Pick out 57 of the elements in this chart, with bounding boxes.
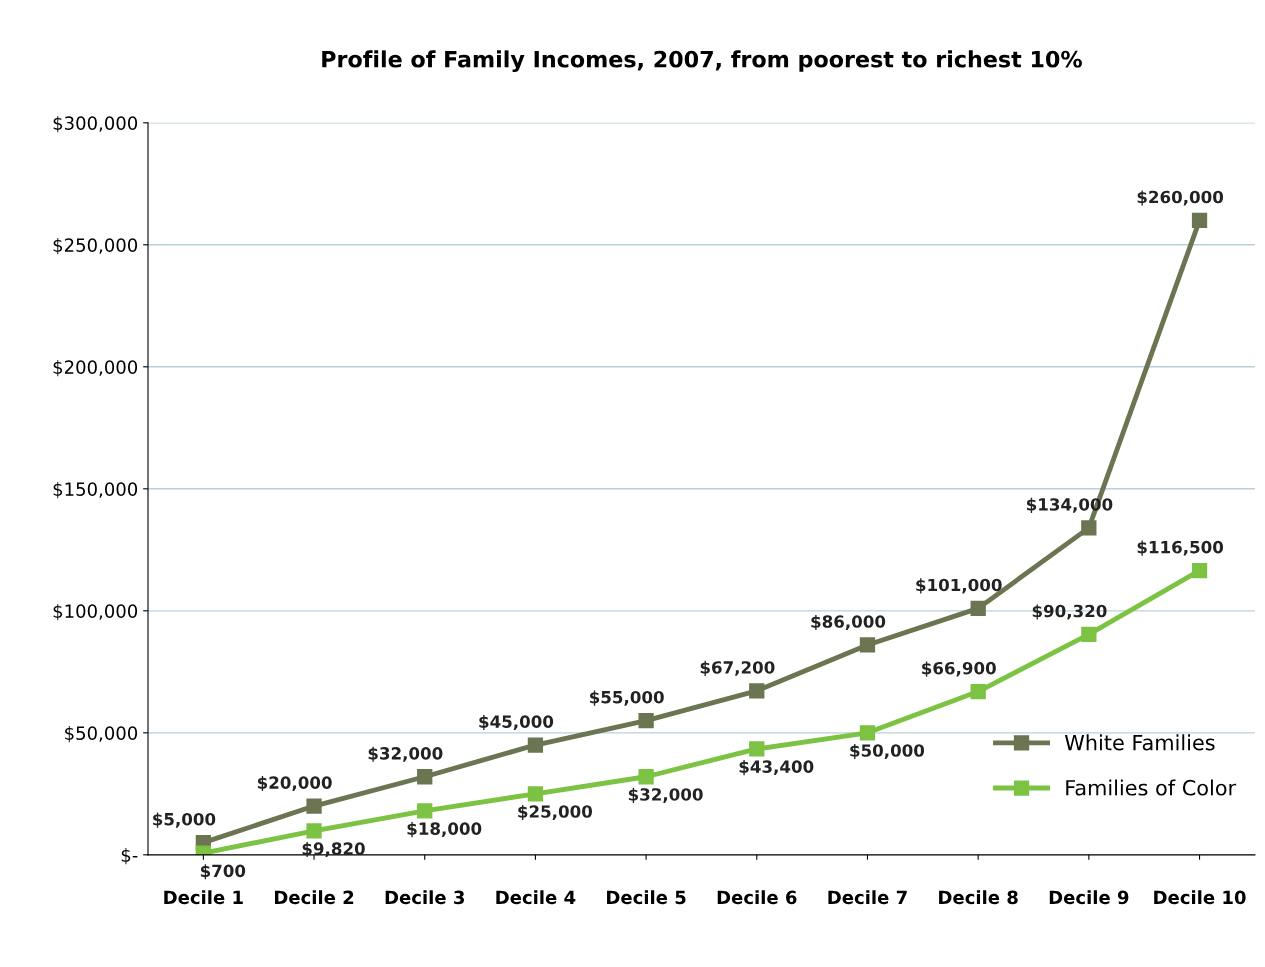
data-label: $25,000 — [518, 804, 593, 821]
point — [859, 637, 876, 653]
data-label: $32,000 — [368, 746, 443, 762]
point — [527, 737, 544, 753]
x-tick-label: Decile 4 — [496, 890, 576, 905]
point — [749, 683, 765, 699]
point — [970, 683, 986, 700]
y-tick-label: $100,000 — [53, 603, 138, 621]
data-label: $5,000 — [153, 812, 216, 828]
x-tick-label: Decile 2 — [274, 890, 354, 905]
data-label: $116,500 — [1137, 540, 1224, 556]
x-tick-label: Decile 7 — [828, 890, 907, 905]
y-tick-label: $50,000 — [65, 725, 138, 743]
data-label: $700 — [200, 864, 246, 880]
x-tick-label: Decile 10 — [1154, 890, 1246, 905]
data-label: $260,000 — [1137, 190, 1224, 206]
data-label: $90,320 — [1032, 604, 1107, 620]
point — [1191, 562, 1208, 579]
data-label: $67,200 — [700, 660, 775, 676]
point — [1081, 626, 1097, 643]
data-label: $45,000 — [479, 715, 554, 731]
point — [638, 769, 654, 785]
point — [859, 725, 876, 741]
y-tick-label: $200,000 — [53, 359, 138, 377]
point — [749, 741, 765, 757]
data-label: $32,000 — [628, 787, 703, 803]
point — [417, 769, 433, 785]
y-tick-label: $250,000 — [53, 237, 138, 255]
point — [638, 712, 654, 729]
x-tick-label: Decile 6 — [717, 890, 797, 905]
data-label: $50,000 — [850, 743, 925, 760]
legend-label: Families of Color — [1066, 779, 1237, 796]
point — [1191, 212, 1208, 229]
data-label: $66,900 — [922, 661, 996, 677]
y-tick-label: $- — [121, 847, 138, 865]
point — [306, 823, 322, 839]
point — [527, 786, 544, 802]
y-tick-label: $300,000 — [53, 115, 138, 133]
x-tick-label: Decile 5 — [607, 890, 686, 905]
point — [306, 798, 322, 814]
x-tick-label: Decile 3 — [385, 890, 464, 905]
x-tick-label: Decile 1 — [164, 890, 243, 905]
x-tick-label: Decile 8 — [939, 890, 1018, 905]
data-label: $86,000 — [811, 614, 886, 631]
point — [970, 600, 986, 617]
point — [417, 803, 433, 819]
data-label: $101,000 — [916, 578, 1002, 594]
y-tick-label: $150,000 — [53, 481, 138, 499]
x-tick-label: Decile 9 — [1049, 890, 1129, 905]
legend-label: White Families — [1064, 734, 1215, 751]
data-label: $9,820 — [302, 841, 365, 858]
point — [1081, 520, 1097, 536]
data-label: $55,000 — [590, 690, 664, 706]
data-label: $20,000 — [257, 776, 332, 792]
data-label: $43,400 — [739, 760, 814, 776]
data-label: $18,000 — [407, 822, 482, 838]
chart-title: Profile of Family Incomes, 2007, from poorest to richest 10% — [322, 50, 1082, 73]
